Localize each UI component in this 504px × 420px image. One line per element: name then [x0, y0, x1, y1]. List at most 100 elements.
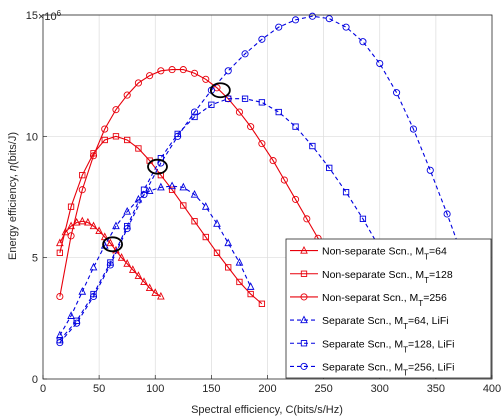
data-point [123, 224, 131, 233]
data-point [123, 259, 132, 267]
data-point [308, 12, 316, 20]
legend-label-main: Separate Scn., M [322, 361, 403, 373]
legend-label-sub: T [418, 298, 423, 307]
data-point [106, 261, 114, 269]
legend-label-main: Non-separate Scn., M [322, 246, 424, 258]
legend-label-suffix: =256, LiFi [408, 361, 454, 373]
x-tick-label: 200 [258, 383, 276, 395]
series-line [59, 135, 263, 305]
data-point [89, 262, 98, 271]
legend-label-main: Separate Scn., M [322, 315, 403, 327]
legend-box [285, 238, 492, 379]
data-point [101, 125, 109, 133]
data-point [202, 233, 209, 241]
series-line [59, 220, 162, 297]
intersection-highlight-circle [102, 236, 123, 253]
series-6 [56, 12, 468, 347]
legend-marker [300, 315, 308, 324]
legend-item: Separate Scn., MT=64, LiFi [290, 315, 449, 331]
x-tick-label: 0 [40, 383, 46, 395]
data-point [78, 186, 86, 194]
y-tick-label: 15 [26, 10, 38, 22]
data-point [208, 101, 215, 108]
legend-label-suffix: =128 [429, 269, 453, 281]
data-point [56, 238, 64, 247]
data-point [258, 300, 266, 307]
y-tick-label: 10 [26, 131, 38, 143]
y-tick-label: 0 [32, 374, 38, 386]
data-point [124, 222, 131, 230]
series-line [59, 185, 252, 336]
data-point [246, 282, 255, 290]
data-point [258, 35, 266, 43]
legend-item: Non-separate Scn., MT=64 [290, 246, 447, 261]
data-point [56, 292, 64, 301]
x-tick-label: 100 [146, 383, 164, 395]
data-point [145, 186, 154, 194]
data-point [224, 67, 232, 75]
x-tick-label: 400 [483, 383, 501, 395]
legend-label-sub: T [403, 368, 408, 377]
data-point [179, 66, 187, 74]
data-point [190, 189, 199, 198]
data-point [61, 227, 70, 236]
data-point [292, 123, 299, 130]
data-point [191, 218, 198, 225]
data-point [292, 195, 300, 203]
legend-item: Non-separate Scn., MT=128 [290, 269, 453, 284]
legend-label-sub: T [403, 345, 408, 354]
data-point [67, 221, 75, 230]
data-point [157, 67, 165, 75]
legend-item: Non-separat Scn., MT=256 [290, 292, 447, 307]
legend-label-main: Non-separate Scn., M [322, 269, 424, 281]
intersection-highlight-circle [209, 82, 231, 99]
legend-label: Separate Scn., MT=128, LiFi [322, 338, 454, 354]
legend-label-sub: T [403, 322, 408, 331]
x-tick-label: 50 [93, 383, 105, 395]
data-point [135, 145, 142, 152]
data-point [124, 136, 131, 144]
x-axis-label: Spectral efficiency, C(bits/s/Hz) [191, 404, 343, 416]
data-point [275, 23, 283, 31]
legend-marker [300, 362, 308, 370]
data-point [79, 172, 86, 179]
legend-marker [300, 245, 308, 254]
data-point [376, 59, 384, 68]
legend-marker [300, 293, 308, 301]
legend-label-sub: T [424, 275, 429, 284]
data-point [247, 290, 254, 298]
legend-label-suffix: =128, LiFi [408, 338, 454, 350]
data-point [84, 217, 92, 226]
x-tick-label: 350 [427, 383, 445, 395]
data-point [95, 226, 103, 235]
legend-label-sub: T [424, 252, 429, 261]
data-point [179, 182, 188, 191]
data-point [258, 99, 266, 106]
legend-item: Separate Scn., MT=128, LiFi [290, 338, 454, 354]
data-point [168, 66, 176, 74]
data-point [72, 217, 81, 226]
data-point [128, 265, 137, 273]
data-point [89, 152, 98, 160]
data-point [225, 264, 232, 271]
data-point [140, 277, 148, 285]
data-point [123, 91, 131, 99]
legend-label-suffix: =256 [423, 292, 447, 304]
legend-label-suffix: =64, LiFi [408, 315, 449, 327]
y-exponent: ×106 [38, 9, 62, 24]
data-point [145, 283, 154, 292]
data-point [140, 191, 148, 199]
data-point [258, 140, 266, 148]
data-point [73, 319, 81, 327]
data-point [247, 123, 255, 131]
data-point [235, 257, 244, 266]
data-point [134, 271, 143, 279]
data-point [157, 182, 165, 191]
data-point [326, 164, 333, 172]
legend-label-main: Separate Scn., M [322, 338, 403, 350]
data-point [213, 219, 221, 227]
data-point [73, 317, 80, 324]
legend-label-suffix: =64 [429, 246, 447, 258]
series-line [59, 15, 465, 343]
data-point [280, 176, 288, 184]
